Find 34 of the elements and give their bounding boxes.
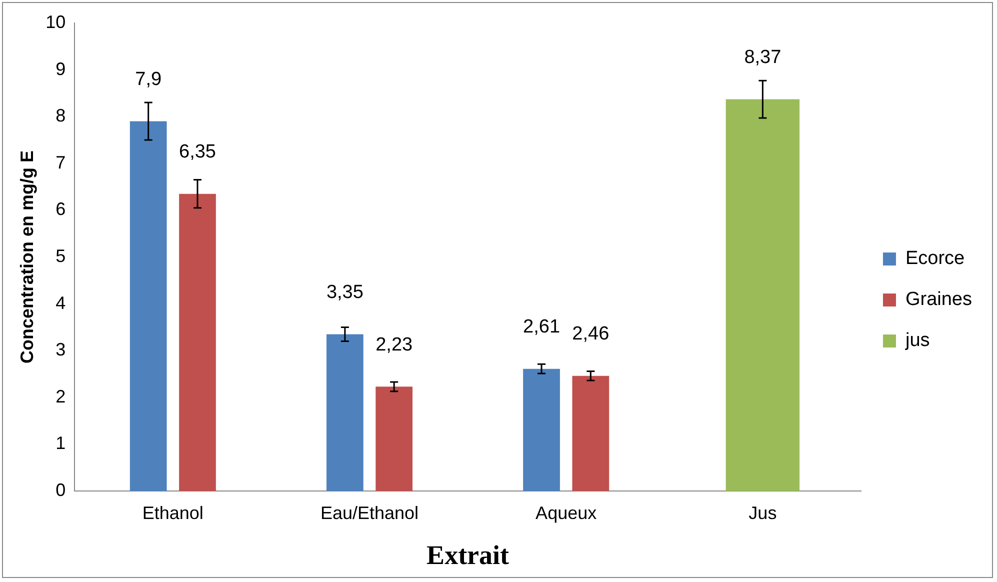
bar (523, 368, 560, 491)
data-label: 7,9 (135, 69, 162, 90)
data-label: 8,37 (744, 47, 782, 68)
y-tick-label: 4 (56, 292, 66, 313)
y-tick-label: 10 (46, 12, 66, 32)
x-tick-label: Aqueux (536, 502, 597, 523)
y-tick-label: 7 (56, 152, 66, 172)
y-tick-label: 0 (56, 480, 66, 500)
y-axis-title: Concentration en mg/g E (16, 150, 37, 364)
bar (376, 386, 413, 491)
data-label: 2,23 (376, 334, 413, 356)
data-label: 2,46 (572, 324, 610, 345)
legend-label: Ecorce (905, 248, 965, 270)
y-tick-label: 5 (56, 246, 66, 266)
y-tick-label: 6 (56, 199, 66, 220)
y-tick-label: 9 (56, 58, 66, 79)
data-label: 6,35 (178, 142, 216, 163)
data-label: 3,35 (326, 282, 364, 303)
bar (726, 99, 800, 491)
bar (130, 121, 167, 491)
x-tick-label: Jus (748, 502, 777, 523)
x-tick-label: Eau/Ethanol (320, 502, 419, 523)
y-tick-label: 2 (56, 386, 66, 406)
bar (572, 376, 610, 491)
legend-label: jus (904, 330, 930, 352)
bar (326, 334, 364, 491)
bar (179, 194, 216, 491)
x-axis-title: Extrait (426, 540, 510, 570)
y-tick-label: 8 (56, 106, 66, 126)
y-tick-label: 3 (56, 340, 66, 360)
data-label: 2,61 (523, 316, 560, 338)
y-tick-label: 1 (56, 433, 66, 454)
legend-label: Graines (905, 289, 972, 310)
x-tick-label: Ethanol (142, 502, 204, 523)
